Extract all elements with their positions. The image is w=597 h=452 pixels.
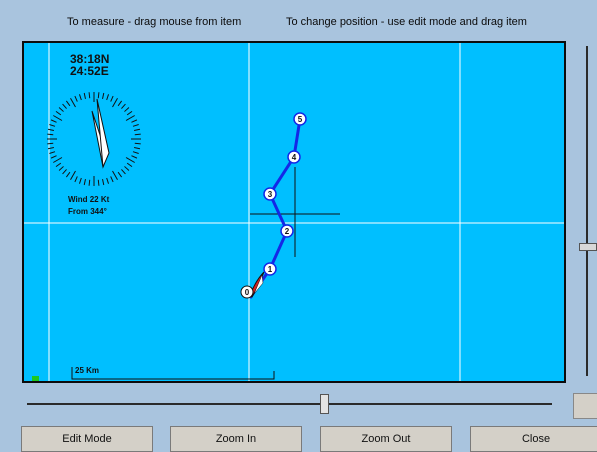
wind-speed-label: Wind 22 Kt [68, 195, 110, 204]
compass-tick [58, 107, 64, 112]
compass-tick [74, 95, 78, 102]
compass-tick [88, 92, 91, 99]
compass-tick [55, 162, 62, 168]
compass-tick [124, 166, 130, 171]
compass-tick [126, 110, 133, 116]
waypoint-3[interactable]: 3 [263, 187, 277, 201]
zoom-out-button[interactable]: Zoom Out [320, 426, 452, 452]
compass-tick [131, 119, 138, 123]
waypoint-4-label: 4 [292, 153, 297, 162]
latitude-readout: 38:18N [70, 52, 110, 66]
vertical-slider-thumb[interactable] [579, 243, 597, 251]
compass-tick [79, 177, 82, 184]
compass-tick [126, 162, 133, 168]
compass-tick [65, 100, 71, 107]
compass-tick [49, 151, 56, 154]
compass-tick [65, 171, 71, 178]
compass-tick [50, 119, 57, 123]
compass-tick [47, 128, 54, 131]
status-indicator [32, 376, 39, 381]
compass-tick [47, 147, 54, 150]
waypoint-5[interactable]: 5 [293, 112, 307, 126]
compass-tick [53, 157, 63, 163]
waypoint-3-label: 3 [268, 190, 273, 199]
vertical-slider-track[interactable] [586, 46, 588, 376]
compass-tick [49, 124, 56, 127]
compass-tick [121, 169, 126, 175]
wind-needle-short [96, 98, 110, 168]
compass-tick [83, 92, 86, 99]
compass-tick [47, 133, 54, 136]
longitude-readout: 24:52E [70, 64, 109, 78]
edit-mode-button[interactable]: Edit Mode [21, 426, 153, 452]
compass-tick [112, 170, 118, 180]
compass-tick [132, 151, 139, 154]
compass-tick [70, 98, 76, 108]
compass-tick [110, 95, 114, 102]
compass-tick [110, 176, 114, 183]
compass-tick [106, 177, 109, 184]
compass-tick [79, 94, 82, 101]
waypoint-0-label: 0 [245, 288, 250, 297]
waypoint-4[interactable]: 4 [287, 150, 301, 164]
waypoint-1-label: 1 [268, 265, 273, 274]
compass-tick [117, 100, 123, 107]
waypoint-2-label: 2 [285, 227, 290, 236]
compass-tick [117, 171, 123, 178]
compass-tick [134, 147, 141, 150]
compass-tick [88, 179, 91, 186]
compass-tick [102, 179, 105, 186]
compass-tick [47, 142, 54, 145]
horizontal-slider-track[interactable] [27, 403, 552, 405]
close-button[interactable]: Close [470, 426, 597, 452]
wind-compass-dial [47, 92, 141, 186]
compass-tick [125, 157, 135, 163]
compass-tick [132, 124, 139, 127]
compass-tick [74, 176, 78, 183]
measure-hint: To measure - drag mouse from item [67, 16, 242, 28]
waypoint-5-label: 5 [298, 115, 303, 124]
map-overlay: 0 1 2 3 4 5 [24, 43, 564, 381]
compass-tick [62, 103, 67, 109]
compass-tick [50, 155, 57, 159]
side-button[interactable] [573, 393, 597, 419]
compass-tick [97, 92, 100, 99]
chart-map[interactable]: 0 1 2 3 4 5 38:18N 24:52E Wind 22 Kt Fro… [22, 41, 566, 383]
scale-label: 25 Km [75, 366, 100, 375]
compass-tick [125, 115, 135, 121]
compass-tick [62, 169, 67, 175]
compass-tick [102, 92, 105, 99]
compass-tick [112, 98, 118, 108]
zoom-in-button[interactable]: Zoom In [170, 426, 302, 452]
compass-tick [134, 142, 141, 145]
compass-tick [83, 179, 86, 186]
compass-tick [131, 155, 138, 159]
compass-tick [121, 103, 126, 109]
horizontal-slider-thumb[interactable] [320, 394, 329, 414]
scale-bar [71, 367, 275, 380]
compass-tick [97, 179, 100, 186]
wind-direction-label: From 344° [68, 207, 107, 216]
compass-tick [70, 170, 76, 180]
compass-tick [55, 110, 62, 116]
compass-tick [134, 133, 141, 136]
position-hint: To change position - use edit mode and d… [286, 16, 527, 28]
compass-tick [124, 107, 130, 112]
waypoint-1[interactable]: 1 [263, 262, 277, 276]
waypoint-2[interactable]: 2 [280, 224, 294, 238]
compass-tick [53, 115, 63, 121]
compass-tick [134, 128, 141, 131]
compass-tick [106, 94, 109, 101]
waypoint-0[interactable]: 0 [240, 285, 254, 299]
compass-tick [58, 166, 64, 171]
